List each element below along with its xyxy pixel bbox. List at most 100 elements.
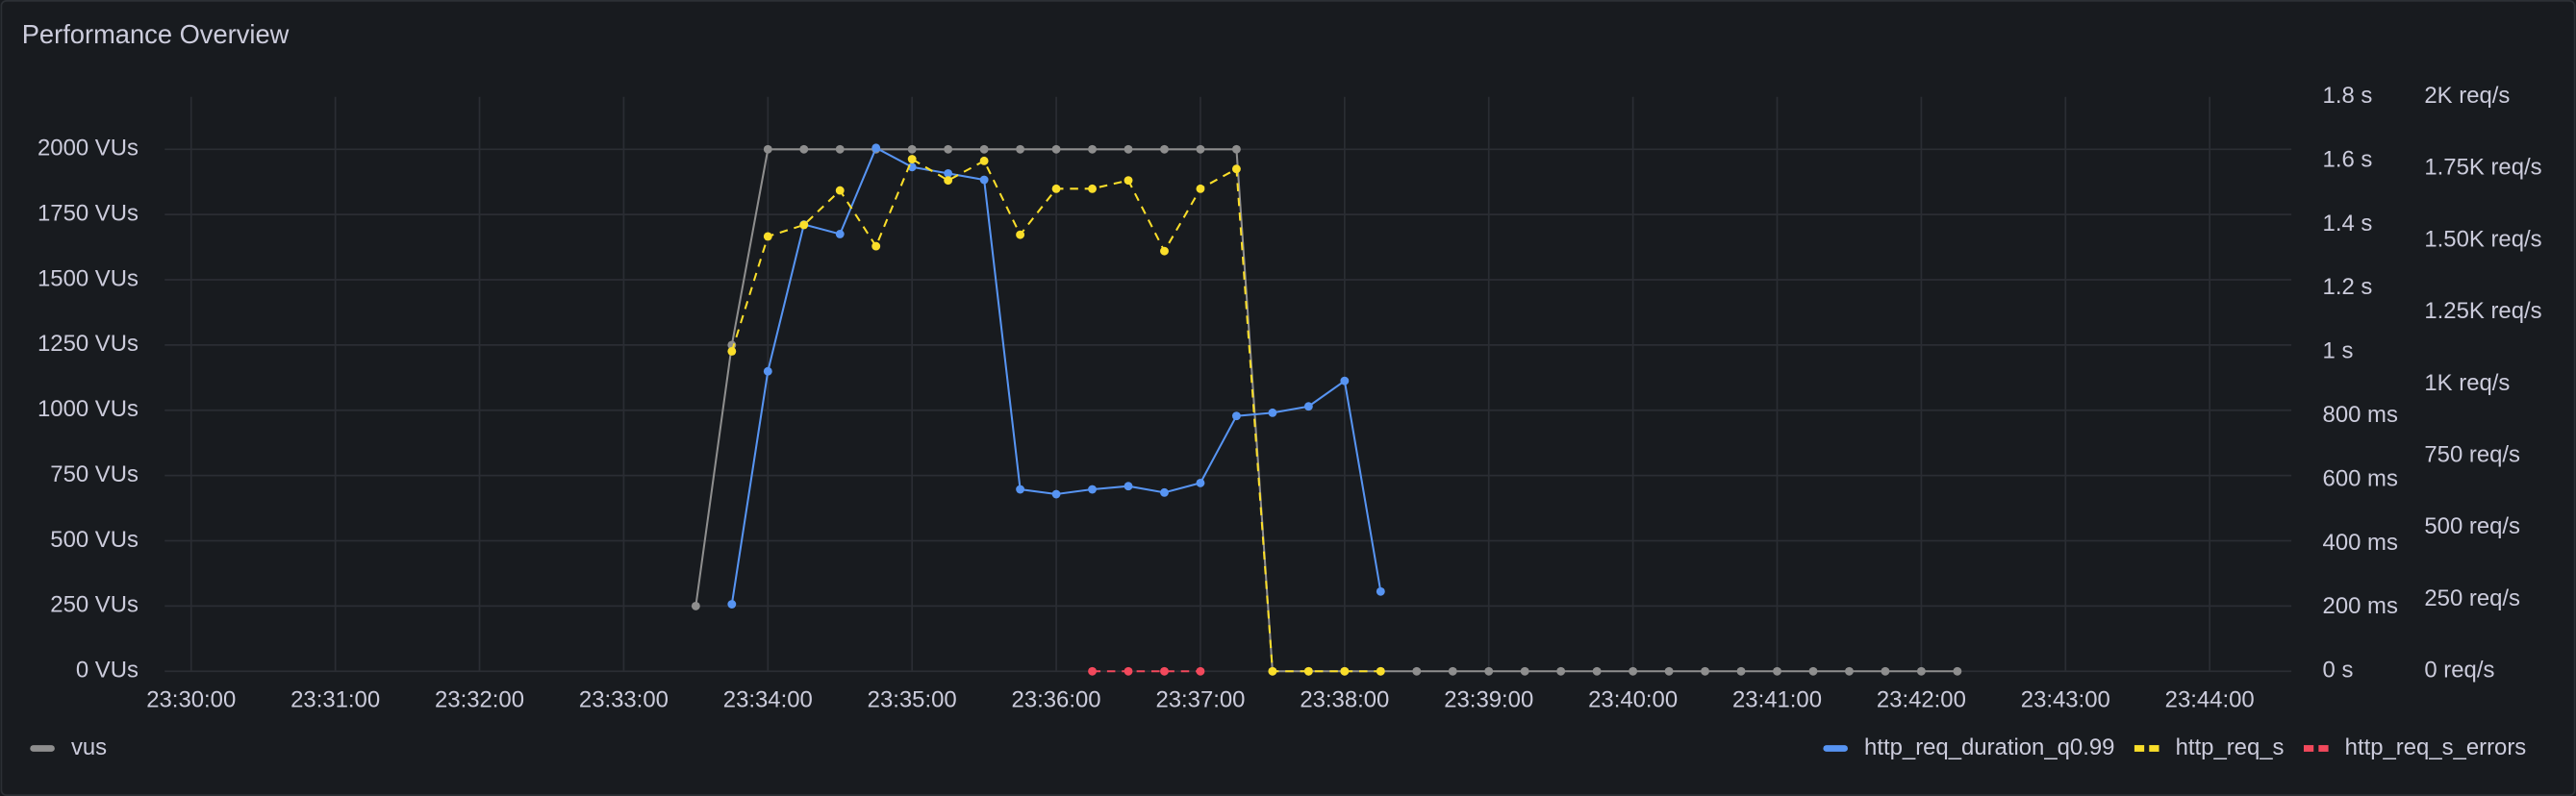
y2-tick-label: 1.8 s [2323, 83, 2373, 109]
data-point [979, 175, 989, 185]
data-point [1124, 144, 1133, 154]
data-point [1088, 485, 1097, 494]
data-point [1196, 144, 1205, 154]
x-tick-label: 23:36:00 [1012, 686, 1101, 712]
y-tick-label: 0 VUs [76, 658, 139, 684]
x-tick-label: 23:41:00 [1732, 686, 1822, 712]
data-point [1160, 666, 1169, 676]
x-tick-label: 23:32:00 [435, 686, 524, 712]
data-point [691, 601, 700, 610]
x-tick-label: 23:30:00 [146, 686, 236, 712]
data-point [1881, 666, 1890, 676]
y2-tick-label: 200 ms [2323, 593, 2398, 619]
y2-tick-label: 1.2 s [2323, 274, 2373, 300]
data-point [907, 155, 917, 163]
y-tick-label: 1250 VUs [38, 331, 139, 357]
data-point [871, 241, 881, 251]
data-point [1051, 144, 1061, 154]
data-point [1303, 402, 1313, 411]
y3-tick-label: 750 req/s [2424, 441, 2520, 467]
y-tick-label: 750 VUs [50, 461, 139, 487]
y3-tick-label: 1.50K req/s [2424, 226, 2541, 252]
y-tick-label: 1750 VUs [38, 200, 139, 226]
data-point [1268, 408, 1277, 417]
data-point [1701, 666, 1710, 676]
x-tick-label: 23:43:00 [2021, 686, 2110, 712]
data-point [1160, 246, 1169, 256]
data-point [1736, 666, 1746, 676]
y2-tick-label: 1.4 s [2323, 211, 2373, 236]
y3-tick-label: 1.25K req/s [2424, 298, 2541, 324]
x-tick-label: 23:31:00 [290, 686, 380, 712]
data-point [907, 144, 917, 154]
x-tick-label: 23:40:00 [1588, 686, 1678, 712]
data-point [1412, 666, 1422, 676]
data-point [835, 186, 845, 195]
y-tick-label: 1000 VUs [38, 396, 139, 422]
data-point [1016, 144, 1025, 154]
x-tick-label: 23:44:00 [2165, 686, 2255, 712]
y2-tick-label: 1 s [2323, 338, 2354, 364]
data-point [1629, 666, 1638, 676]
data-point [799, 144, 809, 154]
data-point [1376, 586, 1385, 596]
data-point [1196, 184, 1205, 193]
y2-tick-label: 600 ms [2323, 465, 2398, 491]
series-line [695, 148, 1957, 673]
legend-symbol [2149, 745, 2159, 752]
y3-tick-label: 500 req/s [2424, 513, 2520, 539]
chart-title: Performance Overview [22, 19, 290, 49]
y-tick-label: 2000 VUs [38, 136, 139, 162]
y2-tick-label: 0 s [2323, 658, 2354, 684]
legend-label: http_req_duration_q0.99 [1864, 734, 2114, 760]
data-point [1088, 184, 1097, 193]
data-point [944, 168, 953, 178]
data-point [1664, 666, 1674, 676]
legend-symbol [30, 745, 55, 752]
data-point [1773, 666, 1781, 676]
y-tick-label: 1500 VUs [38, 265, 139, 291]
y2-tick-label: 1.6 s [2323, 146, 2373, 172]
legend-symbol [2318, 745, 2329, 752]
data-point [1376, 666, 1385, 676]
data-point [1124, 482, 1133, 491]
data-point [1231, 144, 1241, 154]
y-tick-label: 250 VUs [50, 592, 139, 618]
data-point [1340, 376, 1350, 386]
legend-symbol [1823, 745, 1848, 752]
data-point [1160, 487, 1169, 497]
data-point [763, 144, 772, 154]
data-point [1953, 666, 1962, 676]
data-point [763, 232, 772, 241]
data-point [727, 600, 737, 609]
data-point [1088, 666, 1097, 676]
data-point [871, 143, 881, 153]
x-tick-label: 23:35:00 [868, 686, 957, 712]
data-point [1124, 176, 1133, 186]
data-point [1484, 666, 1494, 676]
data-point [1520, 666, 1529, 676]
y3-tick-label: 2K req/s [2424, 83, 2510, 109]
legend-label: http_req_s [2176, 734, 2285, 760]
y3-tick-label: 250 req/s [2424, 585, 2520, 611]
data-point [1448, 666, 1457, 676]
x-tick-label: 23:37:00 [1155, 686, 1245, 712]
data-point [944, 144, 953, 154]
data-point [1303, 666, 1313, 676]
y3-tick-label: 1.75K req/s [2424, 155, 2541, 181]
legend-symbol [2134, 745, 2145, 752]
data-point [1088, 144, 1097, 154]
data-point [1124, 666, 1133, 676]
legend-symbol [2303, 745, 2314, 752]
data-point [1196, 666, 1205, 676]
y3-tick-label: 0 req/s [2424, 658, 2494, 684]
y2-tick-label: 800 ms [2323, 402, 2398, 428]
data-point [1268, 666, 1277, 676]
data-point [1556, 666, 1566, 676]
data-point [1051, 184, 1061, 193]
y-tick-label: 500 VUs [50, 527, 139, 553]
legend-label: vus [71, 734, 107, 760]
data-point [1231, 164, 1241, 174]
data-point [1016, 230, 1025, 239]
legend-label: http_req_s_errors [2345, 734, 2527, 760]
